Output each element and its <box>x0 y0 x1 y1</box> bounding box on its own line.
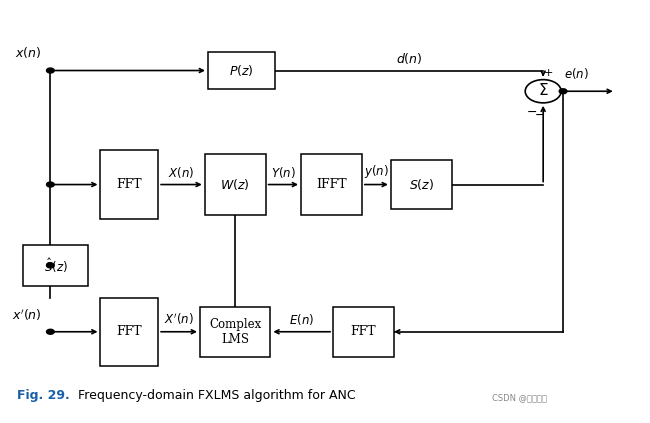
FancyBboxPatch shape <box>200 307 270 357</box>
FancyBboxPatch shape <box>100 297 158 366</box>
Circle shape <box>47 182 54 187</box>
Circle shape <box>525 80 561 103</box>
FancyBboxPatch shape <box>205 154 266 214</box>
FancyBboxPatch shape <box>301 154 362 214</box>
Text: $-$: $-$ <box>526 105 537 118</box>
FancyBboxPatch shape <box>23 244 88 286</box>
Text: FFT: FFT <box>116 178 142 191</box>
Text: $x(n)$: $x(n)$ <box>15 45 42 60</box>
Text: $-$: $-$ <box>534 108 545 121</box>
Text: $e(n)$: $e(n)$ <box>564 66 589 81</box>
FancyBboxPatch shape <box>208 52 275 89</box>
Circle shape <box>47 68 54 73</box>
FancyBboxPatch shape <box>391 159 452 209</box>
Text: $X(n)$: $X(n)$ <box>168 165 194 180</box>
Text: $d(n)$: $d(n)$ <box>396 51 422 66</box>
Text: FFT: FFT <box>116 325 142 338</box>
Text: $Y(n)$: $Y(n)$ <box>271 165 296 180</box>
Text: IFFT: IFFT <box>316 178 346 191</box>
Circle shape <box>559 89 567 94</box>
FancyBboxPatch shape <box>100 150 158 219</box>
Text: Complex
LMS: Complex LMS <box>209 318 261 346</box>
Text: +: + <box>543 68 553 77</box>
Text: $x'(n)$: $x'(n)$ <box>12 308 42 324</box>
Text: FFT: FFT <box>351 325 376 338</box>
Text: CSDN @千点正事: CSDN @千点正事 <box>492 393 547 402</box>
Text: $S(z)$: $S(z)$ <box>409 177 434 192</box>
Text: $\hat{S}(z)$: $\hat{S}(z)$ <box>44 256 68 275</box>
Text: $X'(n)$: $X'(n)$ <box>164 311 194 327</box>
Text: $P(z)$: $P(z)$ <box>229 63 254 78</box>
Circle shape <box>47 263 54 268</box>
Text: $W(z)$: $W(z)$ <box>220 177 250 192</box>
Text: $y(n)$: $y(n)$ <box>364 162 389 180</box>
Circle shape <box>47 329 54 334</box>
Text: $E(n)$: $E(n)$ <box>289 312 314 327</box>
Text: $\Sigma$: $\Sigma$ <box>538 82 549 98</box>
Text: Frequency-domain FXLMS algorithm for ANC: Frequency-domain FXLMS algorithm for ANC <box>78 389 356 402</box>
FancyBboxPatch shape <box>333 307 394 357</box>
Text: Fig. 29.: Fig. 29. <box>17 389 70 402</box>
